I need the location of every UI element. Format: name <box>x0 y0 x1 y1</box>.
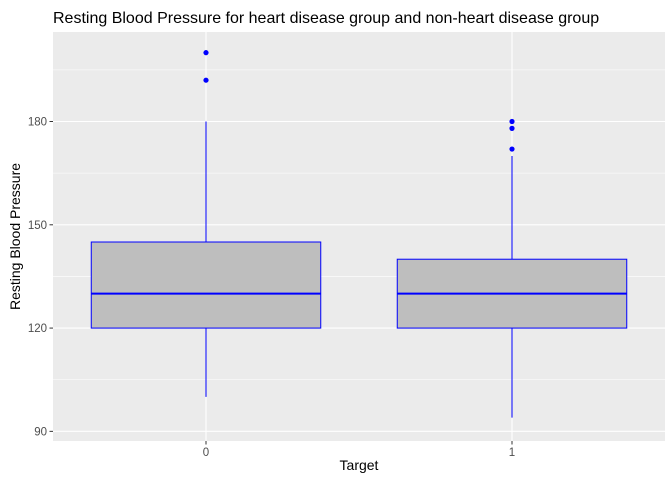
y-tick-label: 180 <box>28 117 47 129</box>
box-series <box>90 50 628 418</box>
x-tick-label: 0 <box>203 447 209 459</box>
box-1 <box>396 118 628 418</box>
x-tick-label: 1 <box>509 447 515 459</box>
outlier-point <box>509 118 515 125</box>
outlier-point <box>203 50 209 56</box>
outlier-point <box>203 77 209 83</box>
box-iqr <box>90 241 322 329</box>
y-tick-label: 90 <box>34 426 47 438</box>
y-tick-label: 150 <box>28 220 47 232</box>
plot-panel <box>53 32 665 441</box>
chart-title: Resting Blood Pressure for heart disease… <box>53 10 599 27</box>
y-tick-label: 120 <box>28 323 47 335</box>
axes: 90 120 150 180 0 1 <box>28 117 515 459</box>
x-axis-title: Target <box>340 457 379 473</box>
outlier-point <box>509 125 515 131</box>
outlier-point <box>509 146 515 152</box>
y-axis-title: Resting Blood Pressure <box>7 163 23 310</box>
box-0 <box>90 50 322 397</box>
